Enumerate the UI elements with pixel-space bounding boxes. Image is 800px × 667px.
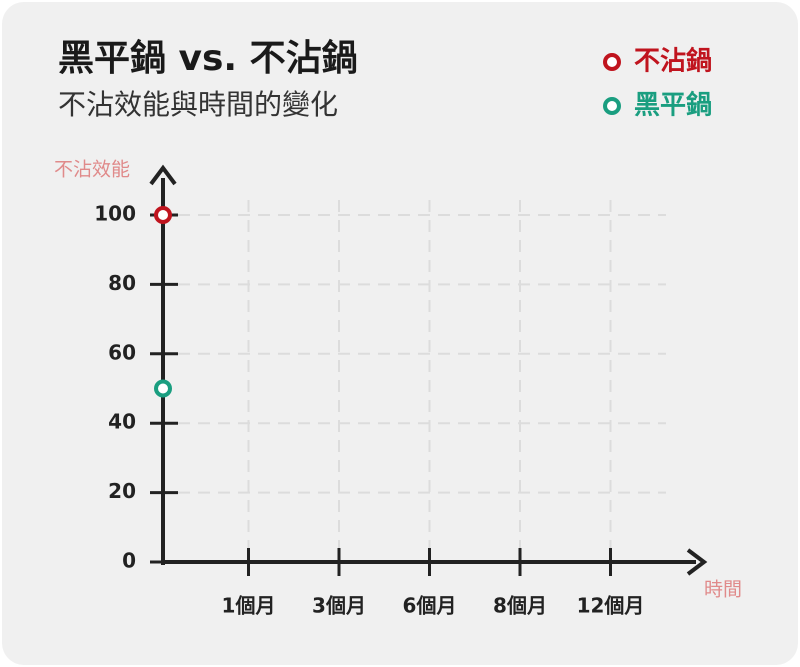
x-tick-label: 12個月: [577, 594, 645, 618]
chart-subtitle: 不沾效能與時間的變化: [58, 88, 338, 121]
data-point: [154, 206, 172, 224]
x-axis-label: 時間: [704, 579, 742, 601]
legend-marker: [603, 53, 621, 71]
y-tick-label: 20: [108, 479, 136, 503]
legend-label: 黑平鍋: [634, 90, 712, 121]
x-axis-arrow: [686, 548, 708, 576]
x-tick-label: 3個月: [312, 594, 366, 618]
x-tick-label: 1個月: [222, 594, 276, 618]
legend-marker: [603, 97, 621, 115]
y-tick-label: 0: [122, 549, 136, 573]
y-tick-label: 100: [94, 202, 136, 226]
data-point: [154, 379, 172, 398]
x-tick-label: 6個月: [403, 594, 457, 618]
x-tick-label: 8個月: [493, 594, 547, 618]
y-axis-label: 不沾效能: [54, 159, 130, 181]
y-tick-label: 60: [108, 340, 136, 364]
legend-label: 不沾鍋: [634, 46, 712, 77]
chart-title: 黑平鍋 vs. 不沾鍋: [58, 37, 358, 79]
y-tick-label: 40: [108, 410, 136, 434]
y-tick-label: 80: [108, 271, 136, 295]
y-axis-arrow: [149, 164, 177, 186]
